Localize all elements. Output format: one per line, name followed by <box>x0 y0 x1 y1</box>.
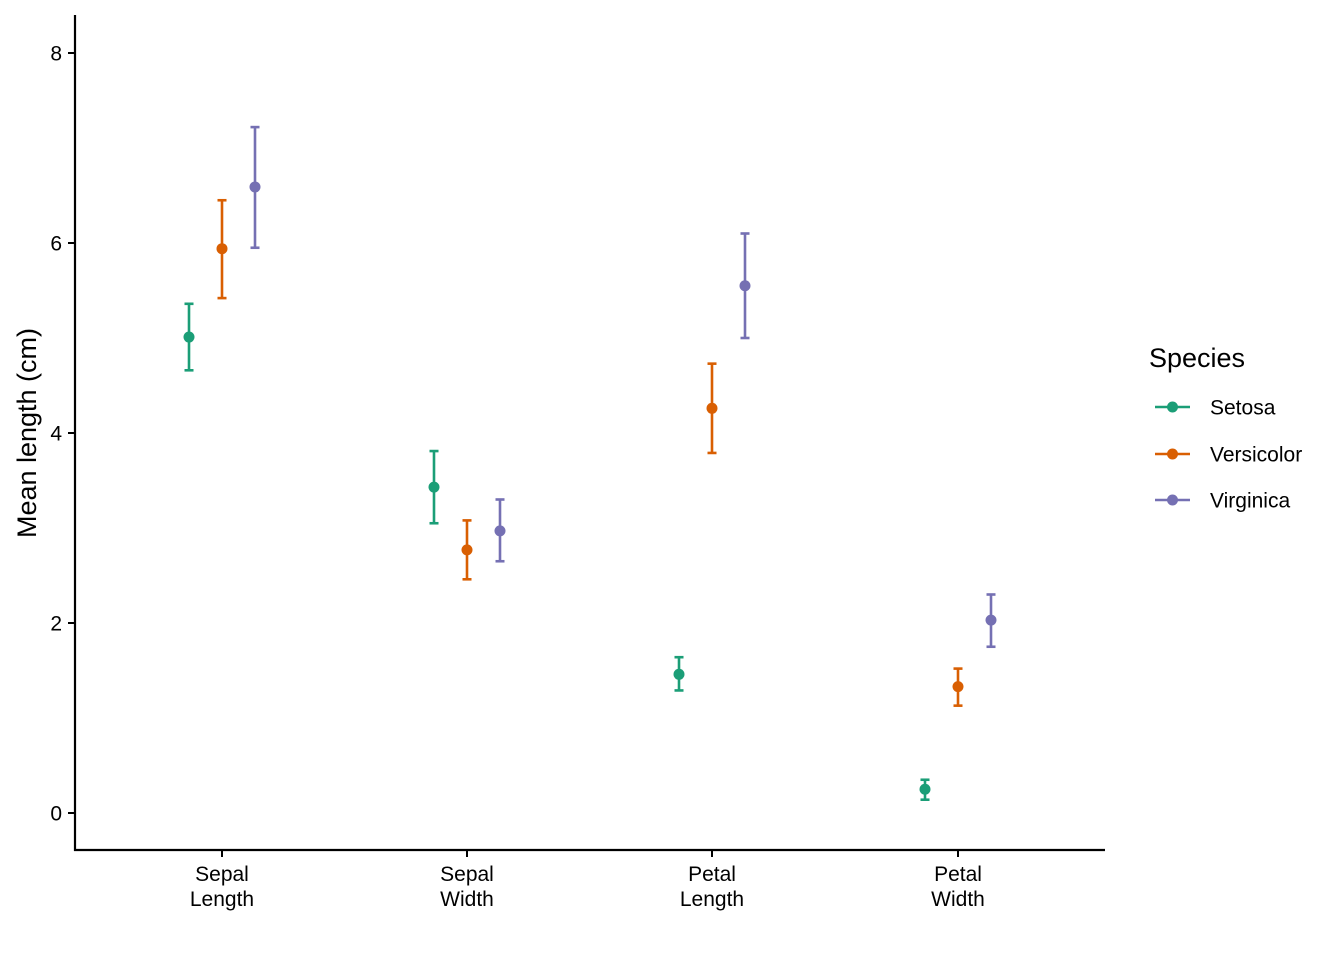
legend-item-setosa: Setosa <box>1155 397 1276 420</box>
data-point <box>494 525 506 537</box>
legend-item-versicolor: Versicolor <box>1155 444 1302 467</box>
x-tick-label: Petal Width <box>931 863 985 911</box>
axes: 0 2 4 6 8 Sepal Length Sepal Width Petal Length Pet… <box>12 15 1105 911</box>
data-point <box>706 402 718 414</box>
legend-title: Species <box>1149 343 1245 373</box>
data-point <box>673 668 685 680</box>
data-point <box>249 181 261 193</box>
legend-label: Setosa <box>1210 397 1276 420</box>
y-tick-label: 4 <box>50 423 62 446</box>
series-virginica <box>249 125 997 649</box>
series-versicolor <box>216 198 964 707</box>
data-point <box>739 280 751 292</box>
data-point <box>919 783 931 795</box>
x-tick-label: Petal Length <box>680 863 744 911</box>
y-tick-label: 6 <box>50 233 62 256</box>
series-setosa <box>183 302 931 802</box>
data-point <box>216 243 228 255</box>
legend-item-virginica: Virginica <box>1155 490 1290 513</box>
legend-label: Versicolor <box>1210 444 1302 467</box>
data-point <box>183 331 195 343</box>
data-point <box>952 681 964 693</box>
y-tick-label: 0 <box>50 803 62 826</box>
data-point <box>985 614 997 626</box>
y-tick-label: 2 <box>50 613 62 636</box>
x-tick-label: Sepal Width <box>440 863 494 911</box>
legend: Species Setosa Versicolor Virginica <box>1149 343 1302 513</box>
legend-key-point <box>1167 401 1178 413</box>
chart-marks <box>183 125 997 802</box>
x-tick-label: Sepal Length <box>190 863 254 911</box>
y-axis-title: Mean length (cm) <box>12 328 42 538</box>
legend-key-point <box>1167 448 1178 460</box>
legend-key-point <box>1167 494 1178 506</box>
data-point <box>461 544 473 556</box>
legend-label: Virginica <box>1210 490 1290 513</box>
y-tick-label: 8 <box>50 43 62 66</box>
data-point <box>428 481 440 493</box>
